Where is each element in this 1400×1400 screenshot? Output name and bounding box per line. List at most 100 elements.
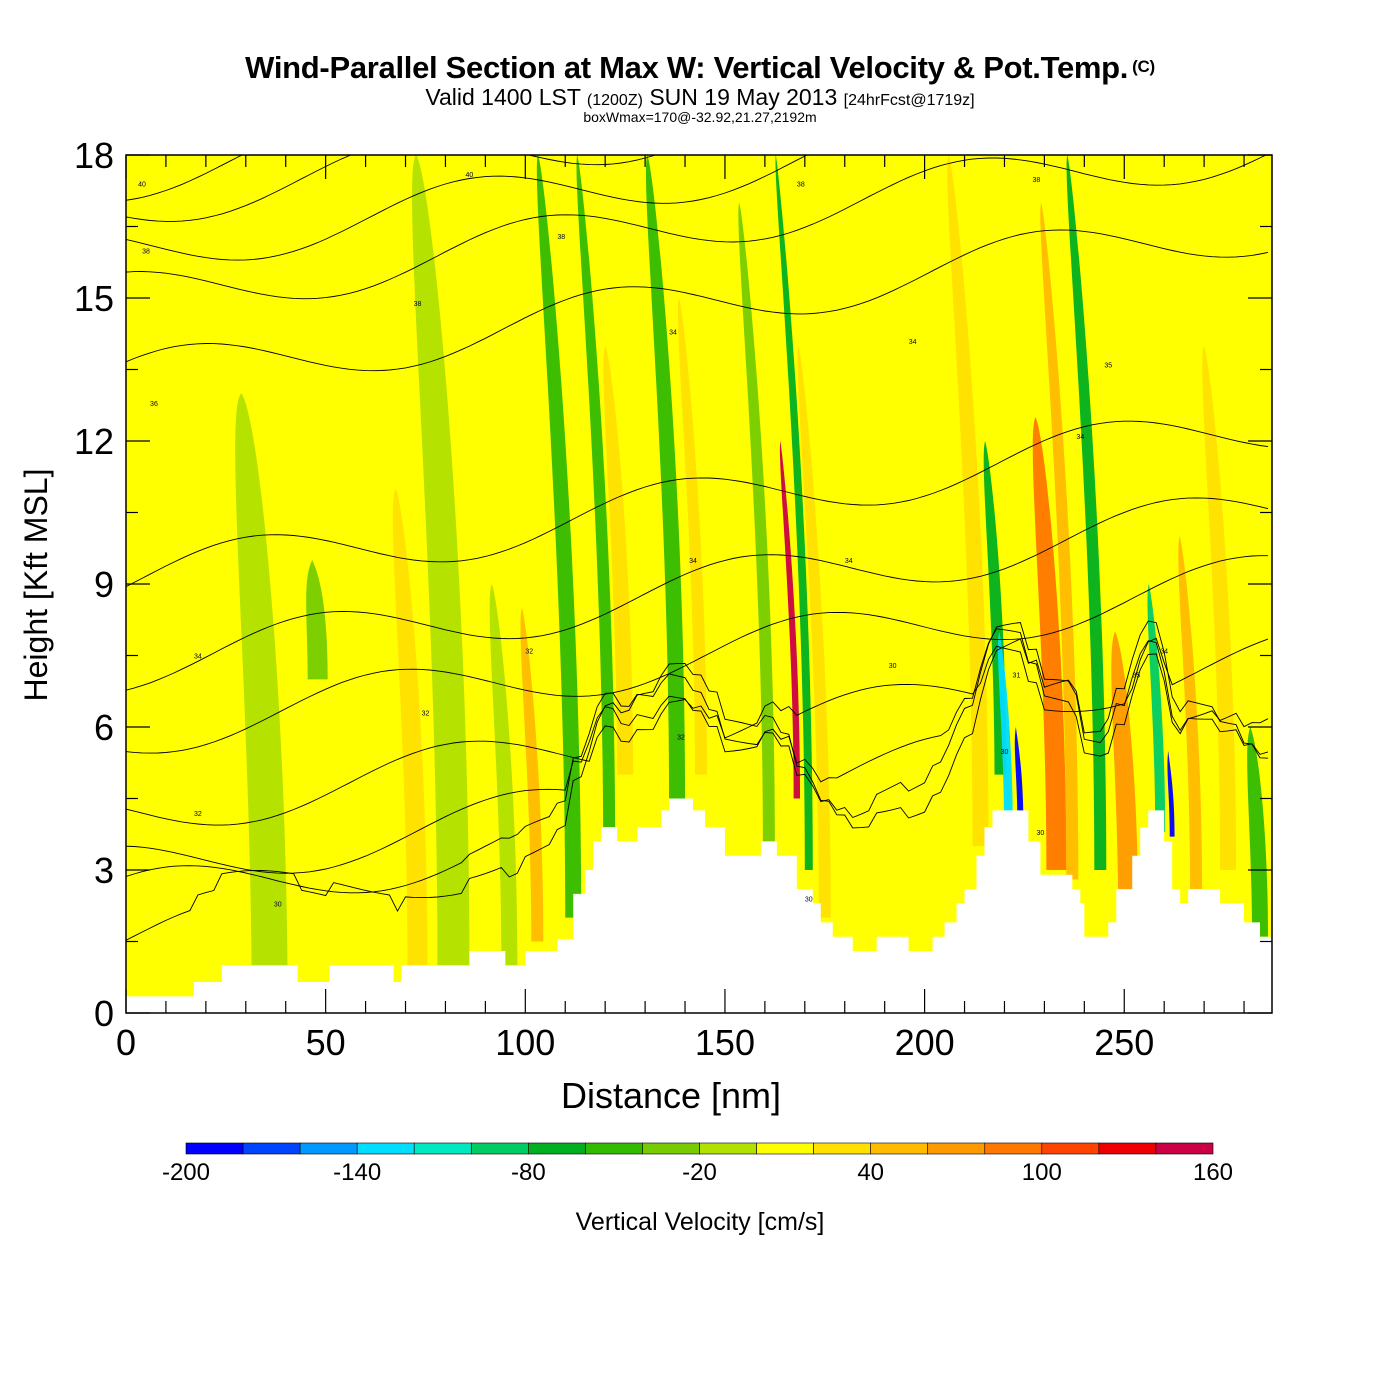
isentrope-label: 40: [138, 182, 146, 189]
plot-area: 30 32 32 34 32 32 34 34 30 31 30 30 30 35 34 34 36 38 38 38…: [126, 155, 1272, 1013]
w-feature-22: [1032, 417, 1067, 870]
w-feature-10: [603, 345, 634, 775]
colorbar-swatch: [1155, 1142, 1214, 1155]
w-feature-4: [392, 488, 428, 966]
w-feature-17: [877, 441, 929, 942]
colorbar-label: 40: [857, 1159, 884, 1186]
colorbar-swatch: [984, 1142, 1043, 1155]
w-feature-16: [797, 345, 831, 918]
w-feature-20: [998, 631, 1013, 832]
isentrope-label: 32: [194, 811, 202, 818]
isentrope-label: 35: [1104, 363, 1112, 370]
y-tick-label: 6: [94, 707, 114, 748]
x-tick-label: 150: [695, 1022, 755, 1063]
colorbar-label: -20: [682, 1159, 717, 1186]
isentrope-label: 30: [274, 901, 282, 908]
isentrope-label: 30: [805, 897, 813, 904]
colorbar-swatch: [528, 1142, 586, 1155]
w-feature-24: [1066, 155, 1107, 870]
colorbar-label: 160: [1193, 1159, 1233, 1186]
colorbar-swatch: [756, 1142, 814, 1155]
colorbar-title: Vertical Velocity [cm/s]: [575, 1208, 825, 1236]
w-feature-0: [126, 155, 194, 1013]
x-tick-label: 200: [895, 1022, 955, 1063]
isentrope-label: 38: [142, 248, 150, 255]
isentrope-line: [126, 628, 1269, 874]
isentrope-label: 32: [677, 735, 685, 742]
y-tick-label: 12: [74, 421, 114, 462]
w-feature-21: [1014, 727, 1024, 828]
isentrope-label: 38: [1033, 177, 1041, 184]
w-feature-25: [1111, 631, 1139, 918]
y-tick-label: 15: [74, 278, 114, 319]
x-tick-label: 250: [1094, 1022, 1154, 1063]
x-tick-label: 100: [495, 1022, 555, 1063]
w-feature-14: [779, 441, 801, 799]
colorbar-label: -140: [333, 1159, 381, 1186]
w-feature-23: [1040, 202, 1079, 880]
w-feature-3: [306, 560, 328, 680]
w-feature-12: [677, 298, 707, 775]
colorbar-swatch: [927, 1142, 986, 1155]
x-tick-label: 50: [306, 1022, 346, 1063]
isentrope-label: 34: [845, 558, 853, 565]
w-feature-9: [576, 155, 616, 847]
chart-subtitle: Valid 1400 LST (1200Z) SUN 19 May 2013 […: [425, 84, 975, 110]
isentrope-label: 38: [557, 234, 565, 241]
x-tick-label: 0: [116, 1022, 136, 1063]
isentrope-label: 34: [1076, 434, 1084, 441]
isentrope-label: 34: [909, 339, 917, 346]
isentrope-label: 34: [669, 329, 677, 336]
isentrope-line: [126, 420, 1269, 588]
isentrope-line: [126, 155, 657, 222]
w-feature-6: [489, 584, 518, 966]
w-feature-5: [412, 155, 470, 966]
y-tick-label: 0: [94, 993, 114, 1034]
chart-title: Wind-Parallel Section at Max W: Vertical…: [245, 50, 1155, 85]
isentrope-line: [126, 555, 1268, 754]
colorbar-swatch: [413, 1142, 472, 1155]
w-feature-1: [235, 393, 288, 1013]
isentrope-label: 40: [466, 172, 474, 179]
colorbar-swatch: [1041, 1142, 1100, 1155]
isentrope-line: [126, 622, 1269, 894]
w-feature-18: [947, 155, 989, 847]
w-feature-7: [520, 607, 544, 942]
colorbar-swatch: [356, 1142, 415, 1155]
isentrope-label: 34: [1160, 649, 1168, 656]
colorbar-label: -80: [511, 1159, 546, 1186]
colorbar-swatch: [299, 1142, 358, 1155]
isentrope-label: 31: [1013, 673, 1021, 680]
colorbar-label: -200: [162, 1159, 210, 1186]
isentrope-label: 30: [889, 663, 897, 670]
isentrope-label: 34: [194, 654, 202, 661]
y-tick-label: 18: [74, 135, 114, 176]
isentrope-line: [126, 497, 1269, 691]
isentrope-label: 38: [797, 182, 805, 189]
isentrope-label: 32: [525, 649, 533, 656]
w-feature-26: [1147, 584, 1166, 832]
colorbar-swatch: [870, 1142, 929, 1155]
isentrope-label: 30: [1037, 830, 1045, 837]
isentrope-label: 35: [1132, 673, 1140, 680]
y-tick-label: 3: [94, 850, 114, 891]
chart-caption: boxWmax=170@-32.92,21.27,2192m: [583, 109, 817, 125]
copyright-mark: (C): [1132, 57, 1155, 76]
w-feature-13: [738, 202, 775, 847]
colorbar-swatch: [813, 1142, 871, 1155]
isentrope-label: 34: [689, 558, 697, 565]
w-feature-2: [278, 298, 326, 1013]
w-feature-8: [536, 155, 582, 918]
colorbar-label: 100: [1022, 1159, 1062, 1186]
isentrope-line: [126, 155, 1267, 300]
w-feature-30: [1247, 727, 1269, 937]
w-feature-11: [645, 155, 686, 799]
isentrope-label: 30: [1001, 749, 1009, 756]
w-feature-29: [1202, 345, 1237, 871]
isentrope-line: [126, 620, 1269, 941]
colorbar-swatch: [642, 1142, 700, 1155]
colorbar-swatch: [185, 1142, 244, 1155]
isentrope-label: 38: [414, 301, 422, 308]
w-feature-27: [1167, 750, 1175, 837]
